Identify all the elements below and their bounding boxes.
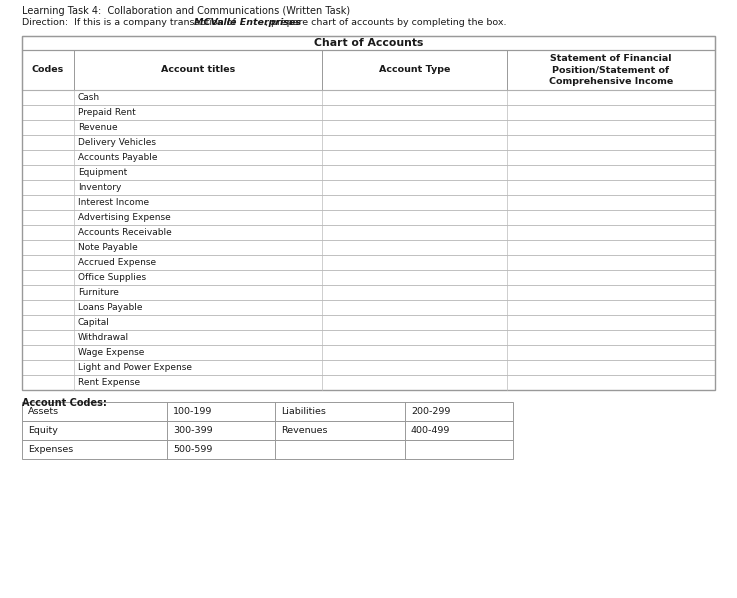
Bar — [22, 440, 513, 459]
Text: 400-499: 400-499 — [411, 426, 450, 435]
Bar — [22, 225, 715, 240]
Text: Statement of Financial
Position/Statement of
Comprehensive Income: Statement of Financial Position/Statemen… — [549, 54, 673, 86]
Text: 300-399: 300-399 — [173, 426, 213, 435]
Text: Inventory: Inventory — [78, 183, 122, 192]
Text: Learning Task 4:  Collaboration and Communications (Written Task): Learning Task 4: Collaboration and Commu… — [22, 6, 350, 16]
Bar — [22, 36, 715, 390]
Text: Revenues: Revenues — [281, 426, 327, 435]
Bar — [22, 36, 715, 50]
Text: Delivery Vehicles: Delivery Vehicles — [78, 138, 156, 147]
Text: Equity: Equity — [28, 426, 58, 435]
Bar — [22, 270, 715, 285]
Text: Interest Income: Interest Income — [78, 198, 149, 207]
Bar — [22, 345, 715, 360]
Text: 500-599: 500-599 — [173, 445, 212, 454]
Bar — [22, 330, 715, 345]
Bar — [22, 135, 715, 150]
Bar — [22, 50, 715, 90]
Text: Direction:  If this is a company transaction of: Direction: If this is a company transact… — [22, 18, 239, 27]
Text: Accounts Receivable: Accounts Receivable — [78, 228, 172, 237]
Bar — [22, 105, 715, 120]
Text: Furniture: Furniture — [78, 288, 119, 297]
Text: Expenses: Expenses — [28, 445, 73, 454]
Bar — [22, 240, 715, 255]
Text: Assets: Assets — [28, 407, 59, 416]
Text: Cash: Cash — [78, 93, 100, 102]
Text: Account titles: Account titles — [161, 66, 235, 75]
Bar — [22, 402, 513, 421]
Text: Rent Expense: Rent Expense — [78, 378, 140, 387]
Bar — [22, 165, 715, 180]
Text: Account Type: Account Type — [379, 66, 450, 75]
Bar — [22, 360, 715, 375]
Text: Revenue: Revenue — [78, 123, 118, 132]
Text: Accrued Expense: Accrued Expense — [78, 258, 156, 267]
Text: Liabilities: Liabilities — [281, 407, 326, 416]
Bar — [22, 421, 513, 440]
Text: Office Supplies: Office Supplies — [78, 273, 146, 282]
Text: Prepaid Rent: Prepaid Rent — [78, 108, 136, 117]
Bar — [22, 195, 715, 210]
Text: Wage Expense: Wage Expense — [78, 348, 144, 357]
Text: Equipment: Equipment — [78, 168, 128, 177]
Text: Account Codes:: Account Codes: — [22, 398, 107, 408]
Text: Chart of Accounts: Chart of Accounts — [314, 38, 423, 48]
Text: Light and Power Expense: Light and Power Expense — [78, 363, 192, 372]
Bar — [22, 375, 715, 390]
Bar — [22, 255, 715, 270]
Bar — [22, 180, 715, 195]
Text: Capital: Capital — [78, 318, 110, 327]
Text: 200-299: 200-299 — [411, 407, 450, 416]
Text: Loans Payable: Loans Payable — [78, 303, 142, 312]
Bar — [22, 120, 715, 135]
Bar — [22, 315, 715, 330]
Text: Accounts Payable: Accounts Payable — [78, 153, 158, 162]
Bar — [22, 150, 715, 165]
Text: Note Payable: Note Payable — [78, 243, 138, 252]
Text: MCValle Enterprises: MCValle Enterprises — [194, 18, 301, 27]
Bar — [22, 90, 715, 105]
Text: Codes: Codes — [32, 66, 64, 75]
Bar — [22, 285, 715, 300]
Bar — [22, 210, 715, 225]
Bar — [22, 300, 715, 315]
Text: , prepare chart of accounts by completing the box.: , prepare chart of accounts by completin… — [265, 18, 507, 27]
Text: Withdrawal: Withdrawal — [78, 333, 129, 342]
Text: Advertising Expense: Advertising Expense — [78, 213, 171, 222]
Text: 100-199: 100-199 — [173, 407, 212, 416]
